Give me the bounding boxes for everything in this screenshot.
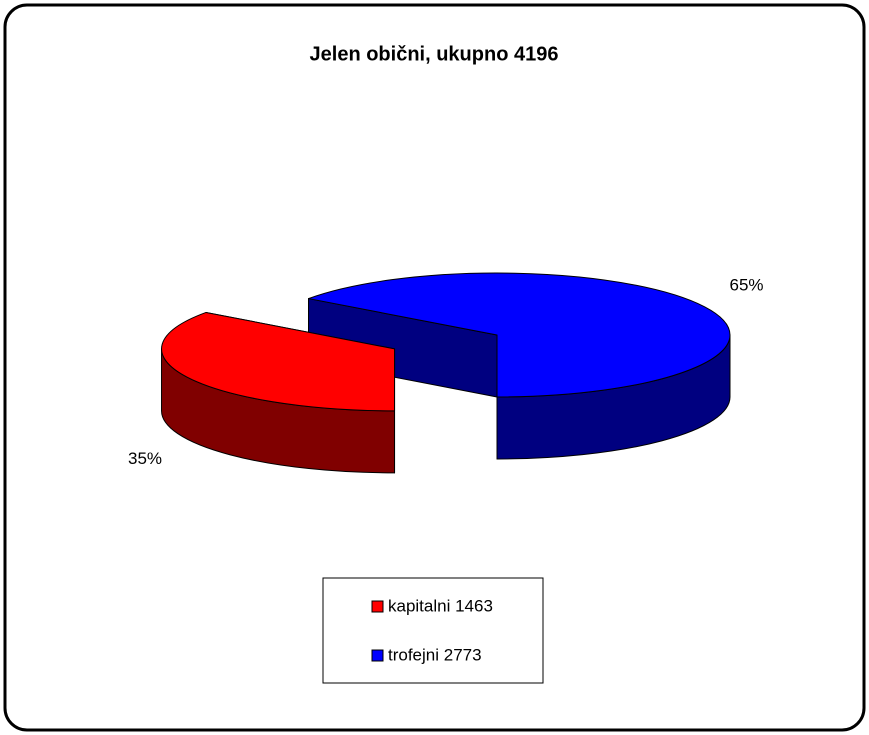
data-label: 35% <box>128 449 162 468</box>
legend-label: kapitalni 1463 <box>388 596 493 615</box>
data-label: 65% <box>730 276 764 295</box>
slice-top <box>161 311 396 412</box>
legend-label: trofejni 2773 <box>388 645 482 664</box>
chart-title: Jelen obični, ukupno 4196 <box>310 43 559 65</box>
legend-swatch <box>371 600 384 613</box>
legend-swatch <box>371 649 384 662</box>
slice-top <box>307 272 731 398</box>
legend-box <box>322 577 544 684</box>
